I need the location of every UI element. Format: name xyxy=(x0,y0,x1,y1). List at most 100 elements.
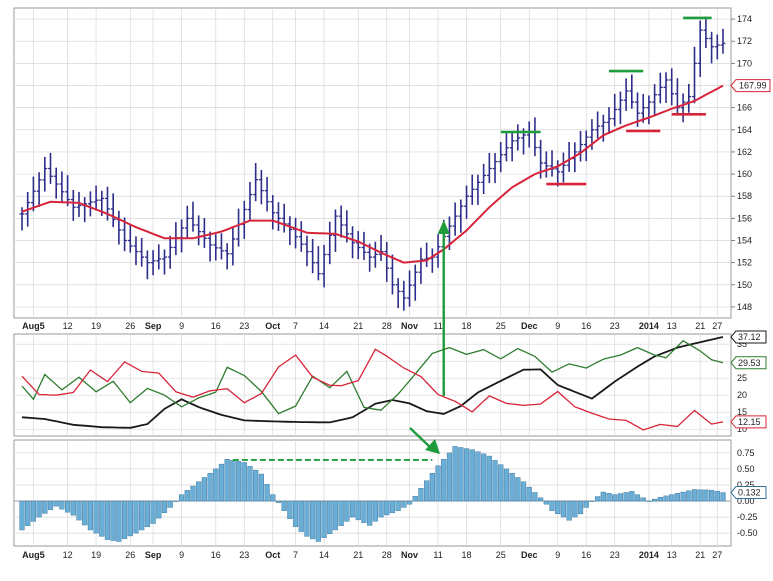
price-bar xyxy=(555,160,561,187)
panel-frame-0 xyxy=(13,7,732,319)
price-bar xyxy=(378,234,384,261)
oscillator-bar xyxy=(349,500,356,518)
oscillator-tick-label: -0.25 xyxy=(737,512,758,522)
price-bar xyxy=(714,34,720,60)
price-bar xyxy=(372,241,378,268)
price-bar xyxy=(247,181,253,221)
indicator-line-2 xyxy=(21,348,724,431)
osc-date-label: 25 xyxy=(496,550,506,560)
price-bar xyxy=(350,226,355,259)
price-bar xyxy=(76,191,82,217)
oscillator-bar xyxy=(372,500,378,522)
price-bar xyxy=(663,72,669,103)
oscillator-bar xyxy=(173,500,179,502)
oscillator-bar xyxy=(19,500,25,531)
peak-arrow-head xyxy=(425,439,441,454)
oscillator-bar xyxy=(53,500,59,507)
price-date-label: 21 xyxy=(695,321,705,331)
price-bar xyxy=(201,218,207,248)
price-bar xyxy=(315,246,321,281)
panel-frame-2 xyxy=(13,439,732,547)
price-bar xyxy=(481,163,487,194)
price-bar xyxy=(116,210,122,245)
osc-date-label: 16 xyxy=(581,550,591,560)
oscillator-bar xyxy=(127,500,133,537)
price-bar xyxy=(669,68,675,106)
price-bar xyxy=(139,237,145,267)
oscillator-bar xyxy=(669,494,675,502)
oscillator-bar xyxy=(70,500,76,516)
osc-date-label: 27 xyxy=(712,550,722,560)
oscillator-bar xyxy=(720,492,726,502)
oscillator-bar xyxy=(99,500,105,537)
oscillator-bar xyxy=(680,491,686,502)
price-bar xyxy=(657,72,663,104)
osc-date-label: Sep xyxy=(145,550,162,560)
price-bar xyxy=(276,202,281,231)
oscillator-bar xyxy=(178,494,185,502)
price-tick-label: 174 xyxy=(737,14,752,24)
oscillator-bar xyxy=(59,500,65,510)
oscillator-bar xyxy=(652,498,658,502)
oscillator-bar xyxy=(600,491,606,502)
oscillator-bar xyxy=(310,500,316,540)
price-bar xyxy=(70,189,76,221)
price-bar xyxy=(133,236,139,266)
price-bar xyxy=(241,200,247,239)
last-price-label: 167.99 xyxy=(739,81,767,91)
price-bar xyxy=(543,151,549,178)
price-date-label: Aug5 xyxy=(22,321,45,331)
price-bar xyxy=(675,78,680,116)
oscillator-bar xyxy=(418,487,424,502)
price-tick-label: 170 xyxy=(737,58,752,68)
oscillator-bar xyxy=(196,481,202,502)
oscillator-bar xyxy=(543,500,549,505)
price-date-label: 7 xyxy=(293,321,298,331)
oscillator-bar xyxy=(560,500,567,518)
osc-date-label: 12 xyxy=(63,550,73,560)
price-bar xyxy=(424,242,430,267)
oscillator-bar xyxy=(304,500,310,537)
price-bar xyxy=(48,152,53,184)
oscillator-value-label: 0.132 xyxy=(738,488,761,498)
price-date-label: Oct xyxy=(265,321,280,331)
osc-date-label: 18 xyxy=(462,550,472,560)
oscillator-bar xyxy=(298,500,304,532)
oscillator-bar xyxy=(395,500,401,511)
indicator-tick-label: 35 xyxy=(737,339,747,349)
price-bar xyxy=(452,202,458,236)
oscillator-bar xyxy=(498,464,504,502)
oscillator-bar xyxy=(595,496,601,502)
price-tick-label: 160 xyxy=(737,169,752,179)
price-bar xyxy=(36,172,42,207)
price-bar xyxy=(475,174,481,205)
price-tick-label: 162 xyxy=(737,147,752,157)
price-bar xyxy=(498,142,504,173)
price-bar xyxy=(258,169,264,205)
oscillator-bar xyxy=(566,500,572,521)
oscillator-bar xyxy=(139,500,145,531)
oscillator-bar xyxy=(144,500,150,527)
oscillator-bar xyxy=(116,500,122,542)
price-bar xyxy=(162,249,167,275)
oscillator-bar xyxy=(657,496,663,502)
oscillator-bar xyxy=(47,500,54,511)
price-bar xyxy=(623,78,629,111)
price-bar xyxy=(401,280,407,311)
oscillator-bar xyxy=(538,497,544,502)
price-date-label: Sep xyxy=(145,321,162,331)
oscillator-bar xyxy=(338,500,344,526)
price-bar xyxy=(59,171,65,203)
price-bar xyxy=(150,250,156,276)
oscillator-bar xyxy=(629,491,635,502)
price-bar xyxy=(515,124,521,151)
oscillator-bar xyxy=(332,500,339,531)
indicator-value-label: 29.53 xyxy=(738,358,761,368)
price-bar xyxy=(333,209,338,252)
oscillator-bar xyxy=(617,493,624,502)
price-date-label: 9 xyxy=(179,321,184,331)
osc-date-label: Oct xyxy=(265,550,280,560)
oscillator-bar xyxy=(486,455,492,502)
oscillator-bar xyxy=(452,446,458,502)
oscillator-bar xyxy=(458,447,464,502)
